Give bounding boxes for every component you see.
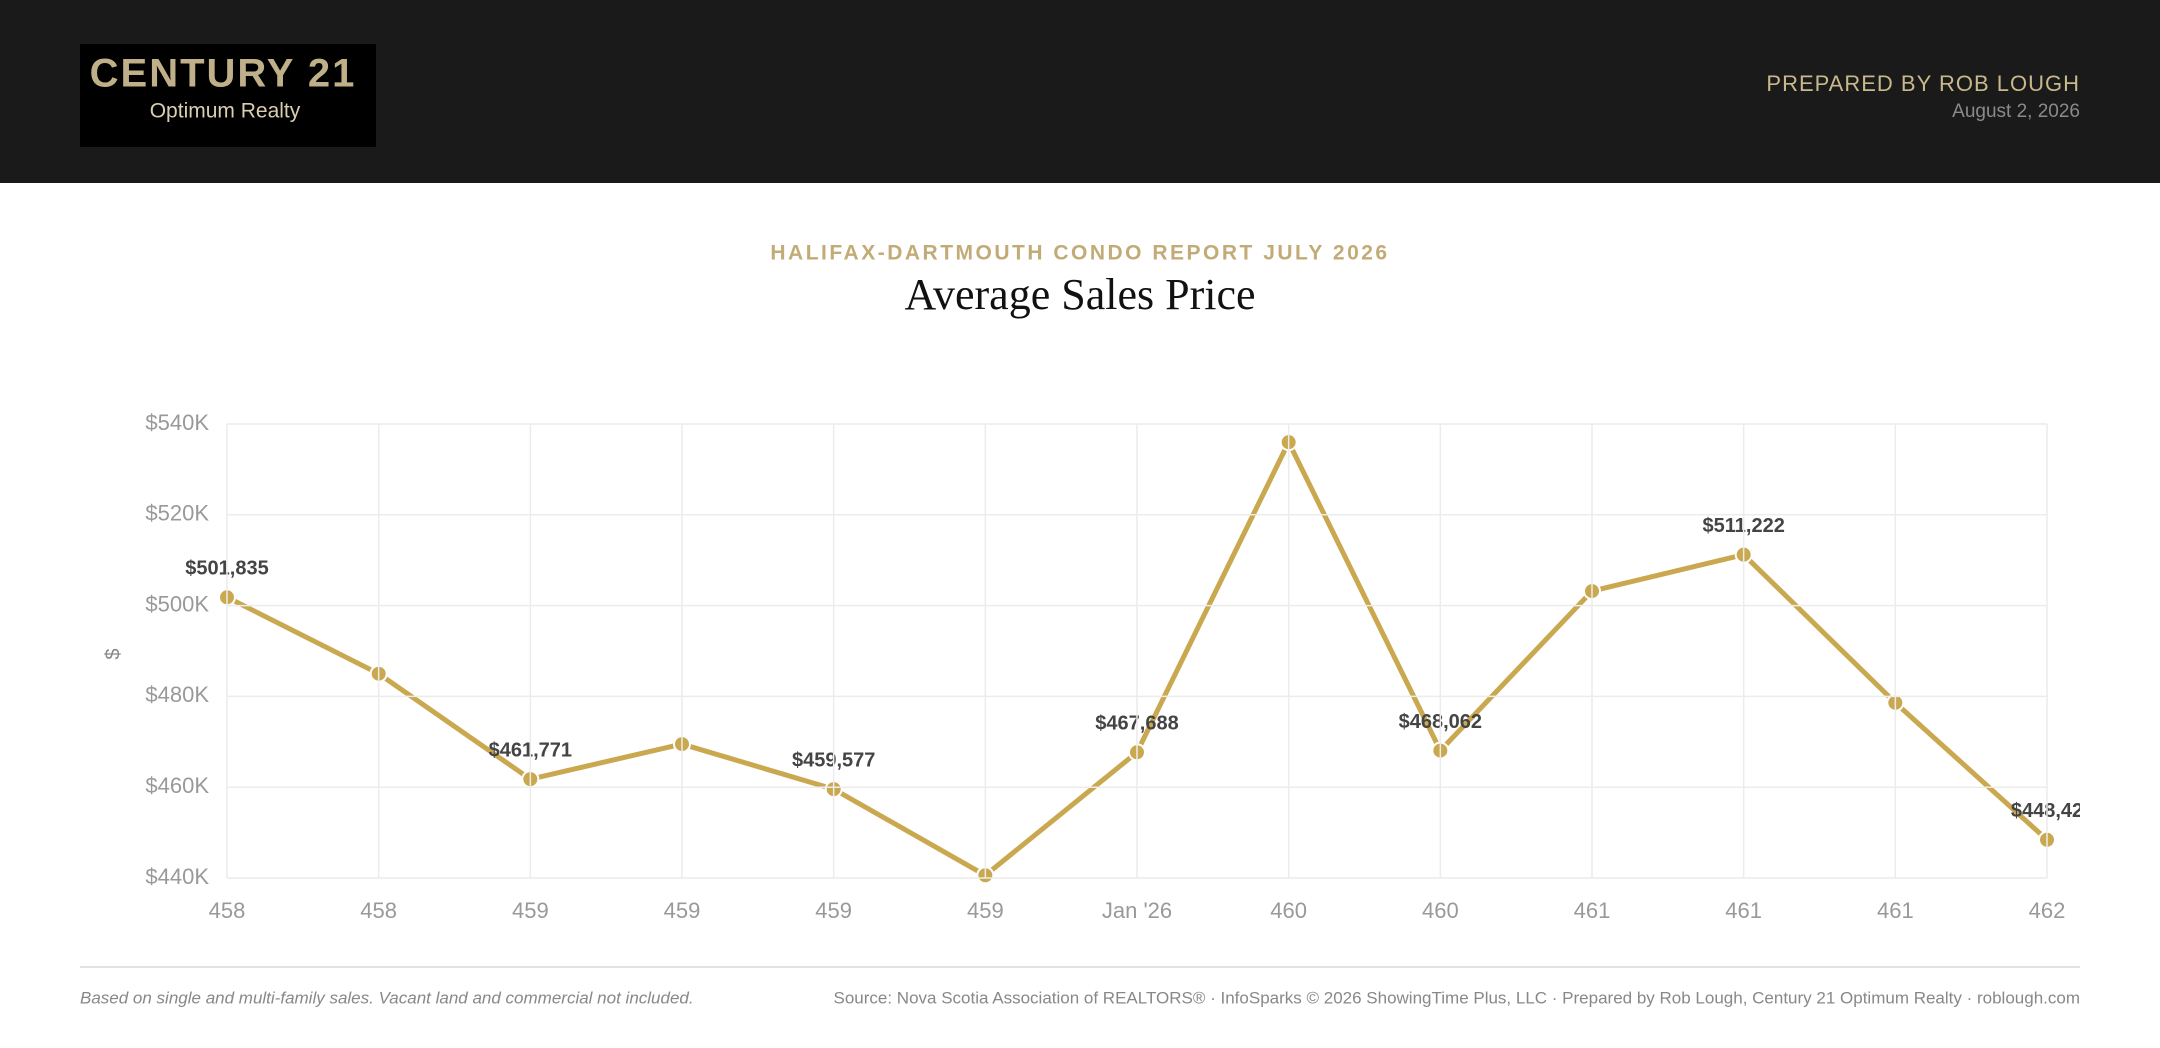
prepared-by: PREPARED BY ROB LOUGH — [1766, 71, 2080, 96]
logo-box — [80, 44, 376, 147]
chart-subtitle: HALIFAX-DARTMOUTH CONDO REPORT JULY 2026 — [770, 242, 1389, 265]
x-tick-label: 458 — [360, 898, 397, 923]
x-tick-label: 459 — [664, 898, 701, 923]
x-tick-label: 461 — [1725, 898, 1762, 923]
y-tick-label: $440K — [145, 864, 209, 889]
x-tick-label: 460 — [1270, 898, 1307, 923]
x-tick-label: 459 — [512, 898, 549, 923]
x-tick-label: 461 — [1877, 898, 1914, 923]
x-tick-label: 459 — [967, 898, 1004, 923]
x-tick-label: 462 — [2029, 898, 2066, 923]
report-date: August 2, 2026 — [1952, 101, 2080, 122]
y-tick-label: $460K — [145, 773, 209, 798]
logo-office: Optimum Realty — [150, 100, 301, 123]
x-tick-label: 459 — [815, 898, 852, 923]
footer-source: Source: Nova Scotia Association of REALT… — [834, 988, 2081, 1007]
x-tick-label: 461 — [1574, 898, 1611, 923]
footer-note: Based on single and multi-family sales. … — [80, 988, 694, 1007]
logo-name: CENTURY 21 — [90, 52, 357, 96]
x-tick-label: 460 — [1422, 898, 1459, 923]
x-tick-label: Jan '26 — [1102, 898, 1172, 923]
y-tick-label: $540K — [145, 410, 209, 435]
y-tick-label: $500K — [145, 591, 209, 616]
y-axis-label: $ — [102, 648, 124, 659]
y-tick-label: $520K — [145, 501, 209, 526]
data-label: $448,42 — [2011, 800, 2083, 822]
plot: $501,835$461,771 $459,577$467,688 $468,062… — [185, 433, 2083, 885]
chart-title: Average Sales Price — [904, 270, 1255, 319]
x-tick-label: 458 — [209, 898, 246, 923]
y-tick-label: $480K — [145, 682, 209, 707]
